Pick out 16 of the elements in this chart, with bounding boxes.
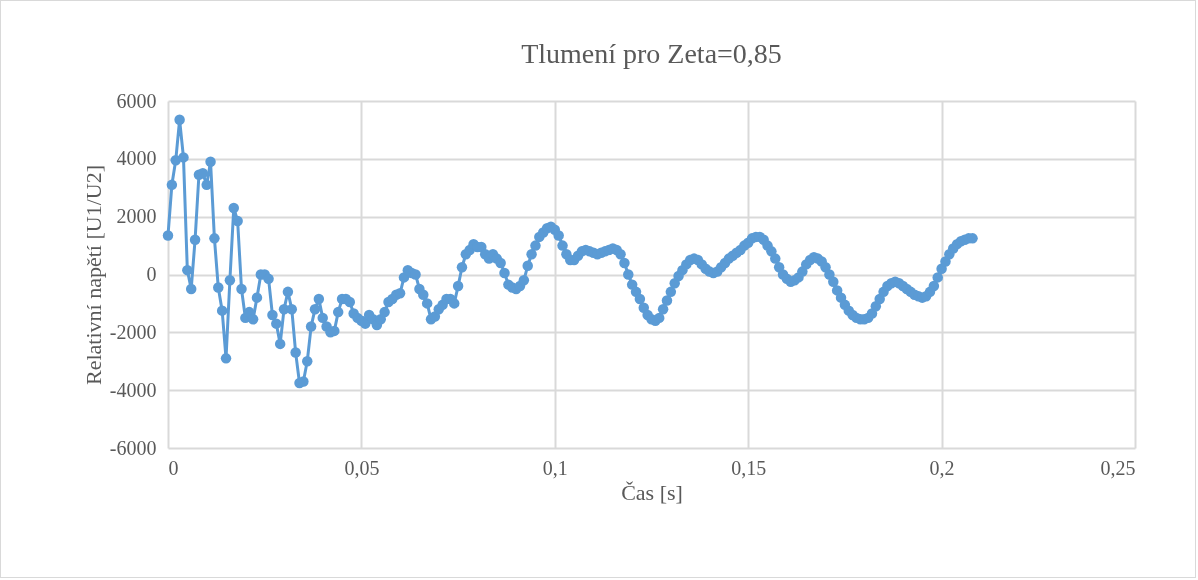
chart-title: Tlumení pro Zeta=0,85 xyxy=(521,38,782,69)
y-tick-label: 4000 xyxy=(116,147,157,170)
x-axis-title: Čas [s] xyxy=(621,479,683,505)
y-tick-label: 0 xyxy=(146,263,157,285)
y-tick-label: -4000 xyxy=(109,378,157,401)
y-axis-title: Relativní napětí [U1/U2] xyxy=(80,165,106,385)
x-tick-label: 0,05 xyxy=(344,456,380,479)
x-tick-label: 0,2 xyxy=(929,456,955,479)
x-tick-label: 0 xyxy=(168,456,179,479)
y-tick-label: 6000 xyxy=(116,89,157,112)
x-tick-label: 0,25 xyxy=(1100,456,1136,479)
y-tick-label: 2000 xyxy=(116,205,157,228)
y-tick-label: -6000 xyxy=(109,436,157,459)
y-tick-label: -2000 xyxy=(109,320,157,343)
x-tick-label: 0,1 xyxy=(542,456,568,479)
x-tick-label: 0,15 xyxy=(731,456,767,479)
